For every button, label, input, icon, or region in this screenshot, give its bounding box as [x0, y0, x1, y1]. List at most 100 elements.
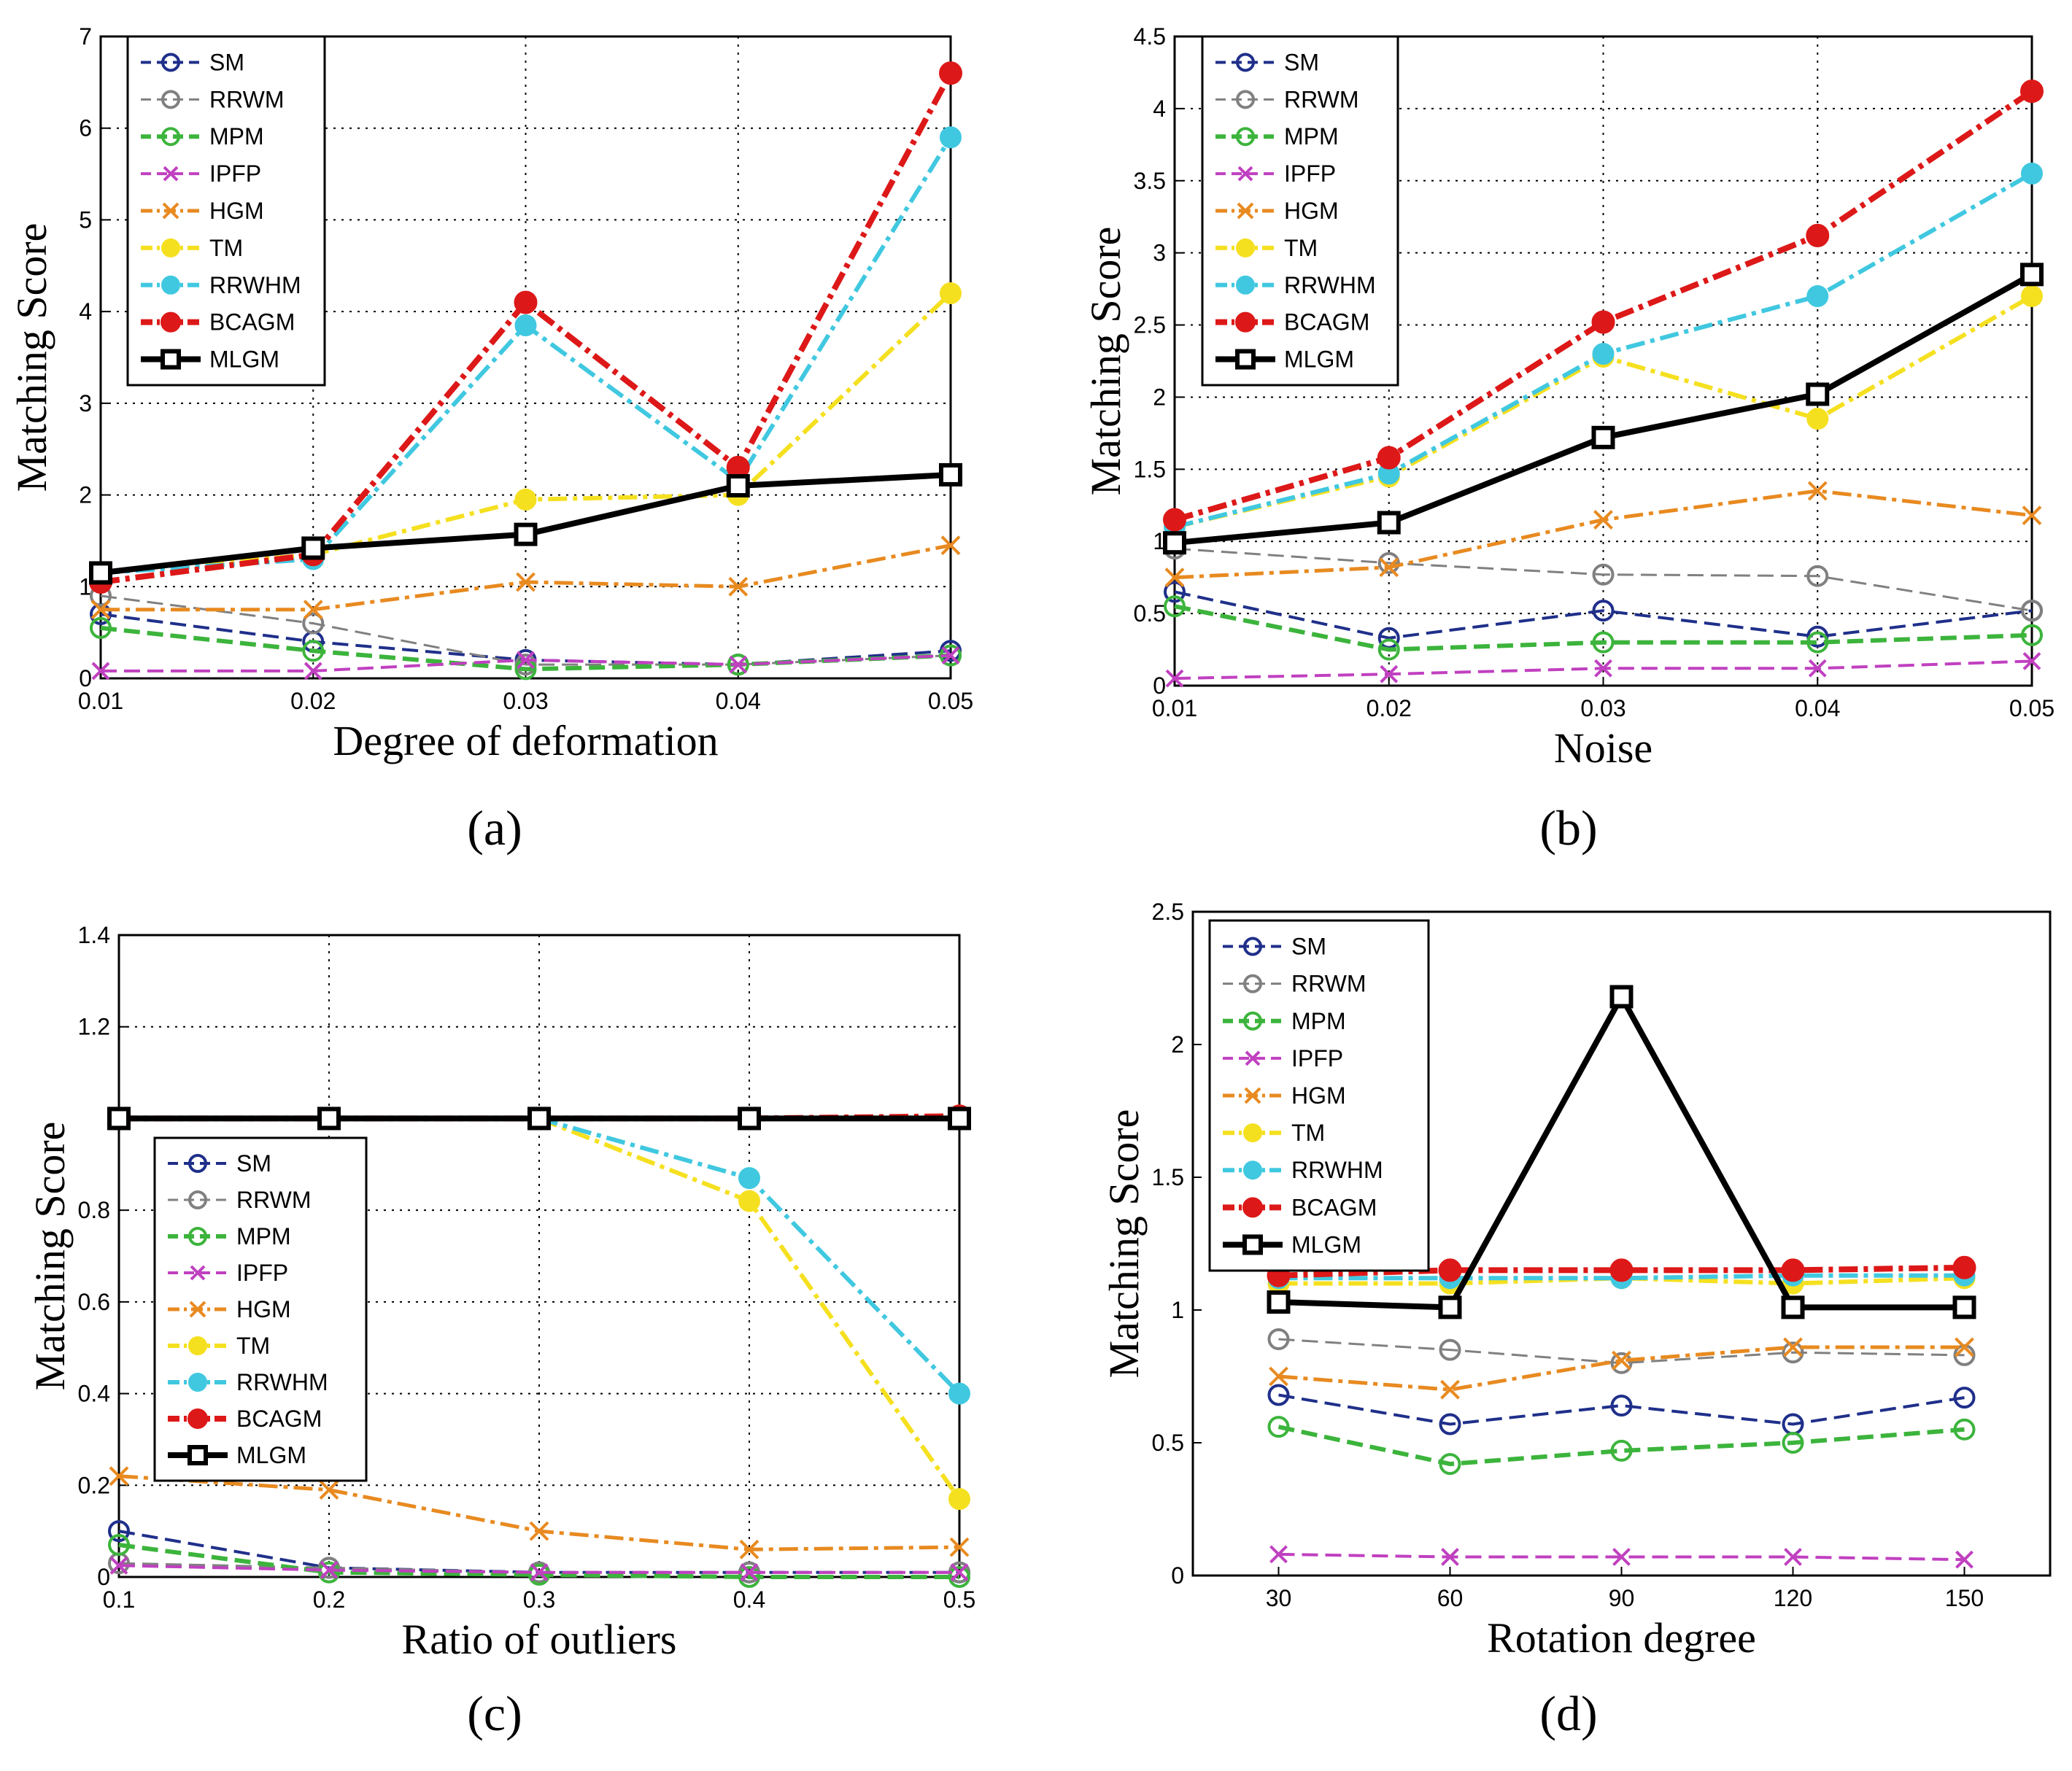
data-point-hgm — [109, 1466, 129, 1487]
data-point-mlgm — [2020, 263, 2044, 287]
data-point-tm — [514, 488, 537, 511]
y-tick-label: 7 — [79, 23, 92, 50]
y-tick-label: 3.5 — [1134, 168, 1166, 194]
legend-label-rrwm: RRWM — [236, 1187, 312, 1213]
legend-marker-sm — [161, 53, 180, 72]
data-point-hgm — [1955, 1337, 1974, 1357]
legend-marker-rrwm — [1236, 90, 1255, 109]
y-tick-label: 0.4 — [78, 1381, 110, 1407]
data-point-mlgm — [1267, 1290, 1291, 1314]
legend-label-hgm: HGM — [1284, 198, 1339, 224]
y-tick-label: 1 — [1153, 528, 1166, 554]
legend-label-hgm: HGM — [209, 198, 264, 224]
legend: SM RRWM MPM IPFP HGM TM RRWHM BCAGM MLGM — [1208, 919, 1430, 1272]
data-point-mpm — [108, 1534, 130, 1556]
data-point-hgm — [303, 600, 323, 620]
x-tick-label: 0.3 — [523, 1586, 555, 1613]
series-mpm — [1164, 595, 2043, 661]
x-axis-label: Noise — [1554, 724, 1652, 772]
data-point-bcagm — [2020, 80, 2044, 104]
legend-label-sm: SM — [1291, 934, 1326, 960]
data-point-hgm — [90, 600, 111, 620]
series-hgm — [109, 1466, 970, 1559]
data-point-ipfp — [304, 662, 322, 681]
legend-marker-ipfp — [1237, 166, 1253, 182]
data-point-mpm — [1610, 1439, 1633, 1462]
data-point-sm — [1164, 581, 1186, 603]
data-point-bcagm — [514, 290, 538, 314]
data-point-mlgm — [1377, 511, 1401, 535]
data-point-ipfp — [941, 646, 960, 664]
series-ipfp — [91, 646, 960, 681]
legend-marker-sm — [1243, 937, 1262, 956]
legend-label-ipfp: IPFP — [1291, 1045, 1343, 1071]
data-point-hgm — [940, 535, 961, 556]
data-point-ipfp — [1380, 664, 1399, 683]
data-point-bcagm — [1609, 1258, 1634, 1282]
series-line-mpm — [1277, 1425, 1965, 1467]
data-point-hgm — [529, 1521, 549, 1541]
data-point-mpm — [1267, 1416, 1290, 1438]
series-bcagm — [1163, 80, 2044, 532]
data-point-mlgm — [1781, 1295, 1805, 1319]
y-tick-label: 1.5 — [1134, 456, 1166, 482]
legend-label-mpm: MPM — [1291, 1008, 1346, 1034]
y-tick-label: 2 — [79, 482, 92, 508]
data-point-sm — [1592, 600, 1615, 622]
data-point-ipfp — [1165, 669, 1184, 688]
data-point-hgm — [739, 1539, 759, 1559]
legend-label-hgm: HGM — [236, 1296, 291, 1322]
y-axis-label: Matching Score — [1082, 227, 1129, 496]
x-tick-label: 120 — [1774, 1585, 1812, 1611]
legend-label-ipfp: IPFP — [236, 1260, 288, 1286]
y-tick-label: 1 — [79, 573, 92, 600]
x-tick-label: 60 — [1437, 1585, 1464, 1611]
x-tick-label: 0.1 — [103, 1586, 135, 1613]
data-point-mpm — [302, 640, 325, 662]
legend-marker-sm — [188, 1154, 207, 1173]
data-point-mlgm — [317, 1107, 341, 1131]
legend-label-rrwhm: RRWHM — [236, 1369, 328, 1395]
data-point-bcagm — [939, 61, 962, 85]
data-point-hgm — [1440, 1379, 1460, 1400]
series-hgm — [1269, 1337, 1974, 1400]
data-point-mpm — [1953, 1418, 1976, 1441]
legend-label-rrwhm: RRWHM — [1291, 1157, 1383, 1183]
data-point-ipfp — [950, 1563, 969, 1582]
legend-marker-bcagm — [1242, 1197, 1263, 1218]
data-point-mpm — [1782, 1432, 1804, 1454]
legend-label-rrwm: RRWM — [1291, 971, 1366, 997]
data-point-mlgm — [301, 536, 325, 560]
legend-label-rrwhm: RRWHM — [209, 272, 301, 298]
x-tick-label: 0.4 — [733, 1586, 765, 1613]
data-point-hgm — [319, 1480, 339, 1500]
legend-label-bcagm: BCAGM — [209, 309, 295, 336]
data-point-mpm — [1592, 631, 1615, 654]
y-tick-label: 2 — [1171, 1031, 1184, 1058]
legend-marker-hgm — [189, 1301, 206, 1318]
series-mlgm — [1267, 985, 1976, 1319]
legend-marker-rrwm — [1243, 974, 1262, 993]
legend-marker-rrwm — [188, 1190, 207, 1209]
data-point-bcagm — [1781, 1258, 1805, 1282]
data-point-bcagm — [1591, 310, 1615, 334]
series-mpm — [108, 1534, 970, 1588]
data-point-bcagm — [1952, 1255, 1976, 1279]
data-point-mpm — [948, 1566, 970, 1588]
y-tick-label: 3 — [79, 390, 92, 416]
data-point-rrwm — [1592, 563, 1615, 586]
x-tick-label: 0.03 — [1580, 695, 1625, 721]
data-point-mlgm — [939, 462, 962, 487]
legend-marker-mlgm — [1242, 1234, 1263, 1255]
x-tick-label: 0.01 — [1152, 695, 1197, 721]
data-point-mpm — [1377, 638, 1400, 661]
data-point-hgm — [1593, 510, 1613, 530]
x-axis-label: Ratio of outliers — [402, 1616, 677, 1663]
series-ipfp — [109, 1556, 969, 1582]
legend-marker-ipfp — [1245, 1050, 1261, 1066]
legend: SM RRWM MPM IPFP HGM TM RRWHM BCAGM MLGM — [153, 1136, 368, 1482]
data-point-rrwhm — [1592, 343, 1615, 365]
y-tick-label: 0.2 — [78, 1472, 110, 1498]
data-point-mpm — [738, 1566, 760, 1588]
legend-marker-tm — [161, 238, 180, 257]
